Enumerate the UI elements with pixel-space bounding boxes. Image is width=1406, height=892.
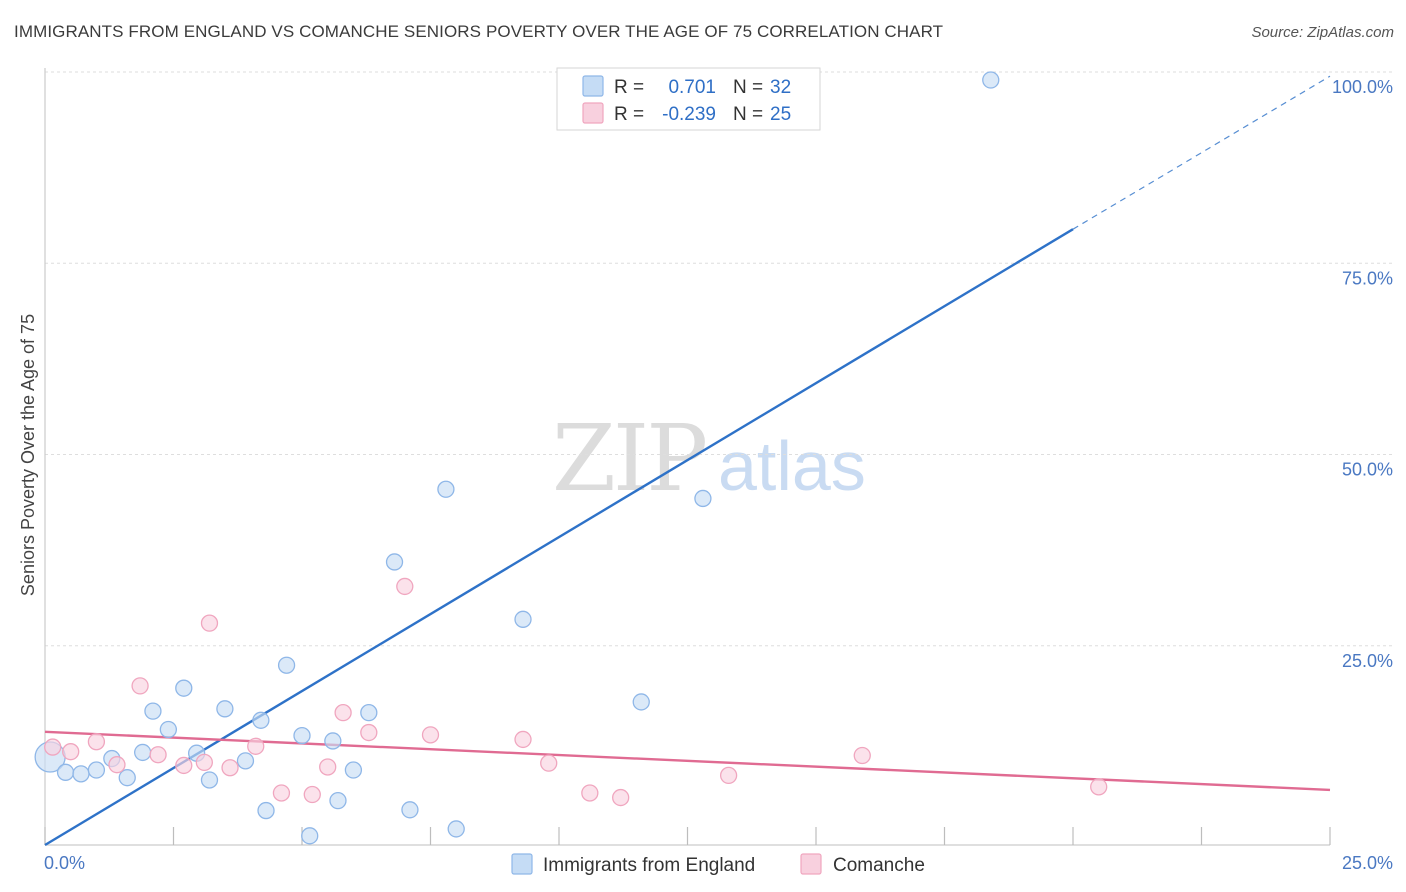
data-point-comanche (719, 766, 738, 785)
legend-r-label-comanche: R = (614, 104, 644, 125)
y-tick-label: 25.0% (1342, 651, 1393, 671)
data-point-england (447, 820, 465, 838)
data-point-england (118, 769, 136, 787)
legend-swatch-comanche (582, 102, 604, 124)
y-tick-labels: 25.0% 50.0% 75.0% 100.0% (1332, 77, 1393, 671)
data-point-england (236, 752, 255, 770)
data-point-comanche (360, 723, 378, 742)
data-point-comanche (62, 743, 80, 761)
data-point-comanche (44, 738, 62, 756)
data-point-england (514, 610, 532, 628)
data-point-comanche (853, 746, 871, 765)
legend-n-value-comanche: 25 (770, 104, 791, 125)
data-point-comanche (175, 756, 193, 775)
data-point-comanche (303, 785, 321, 804)
data-point-england (301, 827, 319, 845)
data-point-england (252, 711, 270, 729)
data-point-england (277, 656, 296, 674)
data-point-england (982, 71, 1000, 89)
data-point-comanche (87, 733, 106, 751)
data-point-comanche (421, 726, 440, 744)
x-tick-label-min: 0.0% (44, 853, 85, 873)
legend-r-value-comanche: -0.239 (662, 104, 716, 125)
data-point-england (385, 553, 404, 571)
trend-line-england-projection (1072, 75, 1331, 230)
trend-lines (44, 75, 1331, 847)
gridlines (45, 71, 1392, 647)
data-point-comanche (334, 704, 352, 722)
data-point-comanche (612, 788, 630, 807)
legend-n-label-england: N = (733, 77, 763, 98)
y-tick-label: 100.0% (1332, 77, 1393, 97)
data-point-comanche (396, 577, 414, 596)
data-point-comanche (319, 758, 337, 776)
data-point-england (175, 679, 193, 697)
y-tick-label: 75.0% (1342, 268, 1393, 288)
data-point-comanche (149, 746, 167, 764)
legend-swatch-england (582, 75, 604, 97)
data-point-england (134, 743, 152, 762)
data-point-comanche (195, 753, 213, 772)
data-point-england (344, 761, 363, 779)
series-legend: Immigrants from England Comanche (511, 853, 925, 876)
data-point-england (144, 702, 162, 720)
legend-r-value-england: 0.701 (668, 77, 716, 98)
data-point-england (632, 693, 650, 711)
source-label: Source: ZipAtlas.com (1251, 24, 1394, 41)
data-point-england (694, 489, 712, 508)
data-point-england (56, 763, 75, 781)
legend-n-label-comanche: N = (733, 104, 763, 125)
correlation-legend: R = 0.701 N = 32 R = -0.239 N = 25 (556, 67, 821, 131)
data-point-england (200, 771, 219, 789)
data-point-england (437, 480, 455, 498)
data-point-comanche (200, 614, 219, 632)
data-point-comanche (1090, 778, 1108, 796)
data-point-england (72, 765, 90, 783)
y-tick-label: 50.0% (1342, 460, 1393, 480)
data-point-england (324, 732, 342, 750)
data-point-comanche (514, 730, 532, 749)
data-point-comanche (247, 737, 265, 755)
data-point-england (329, 791, 347, 810)
data-point-comanche (131, 677, 149, 695)
data-point-england (87, 761, 106, 779)
series-legend-label-comanche: Comanche (833, 855, 925, 876)
data-point-comanche (272, 784, 291, 802)
y-axis-title: Seniors Poverty Over the Age of 75 (18, 314, 38, 596)
series-legend-swatch-england (511, 853, 533, 875)
data-point-england (293, 726, 311, 745)
series-legend-label-england: Immigrants from England (543, 855, 755, 876)
data-point-england (360, 704, 378, 722)
data-point-comanche (540, 754, 558, 772)
data-point-england (257, 801, 275, 820)
data-point-england (401, 801, 419, 819)
chart-title: IMMIGRANTS FROM ENGLAND VS COMANCHE SENI… (14, 22, 944, 41)
data-point-england (216, 700, 234, 718)
axes (44, 68, 1331, 846)
legend-n-value-england: 32 (770, 77, 791, 98)
data-point-comanche (221, 759, 239, 777)
data-point-england (159, 720, 178, 739)
watermark-atlas: atlas (718, 427, 866, 505)
data-point-comanche (581, 784, 599, 802)
x-tick-label-max: 25.0% (1342, 853, 1393, 873)
legend-r-label-england: R = (614, 77, 644, 98)
scatter-points (34, 71, 1108, 845)
trend-line-england (44, 228, 1074, 847)
data-point-comanche (108, 756, 126, 774)
series-legend-swatch-comanche (800, 853, 822, 875)
